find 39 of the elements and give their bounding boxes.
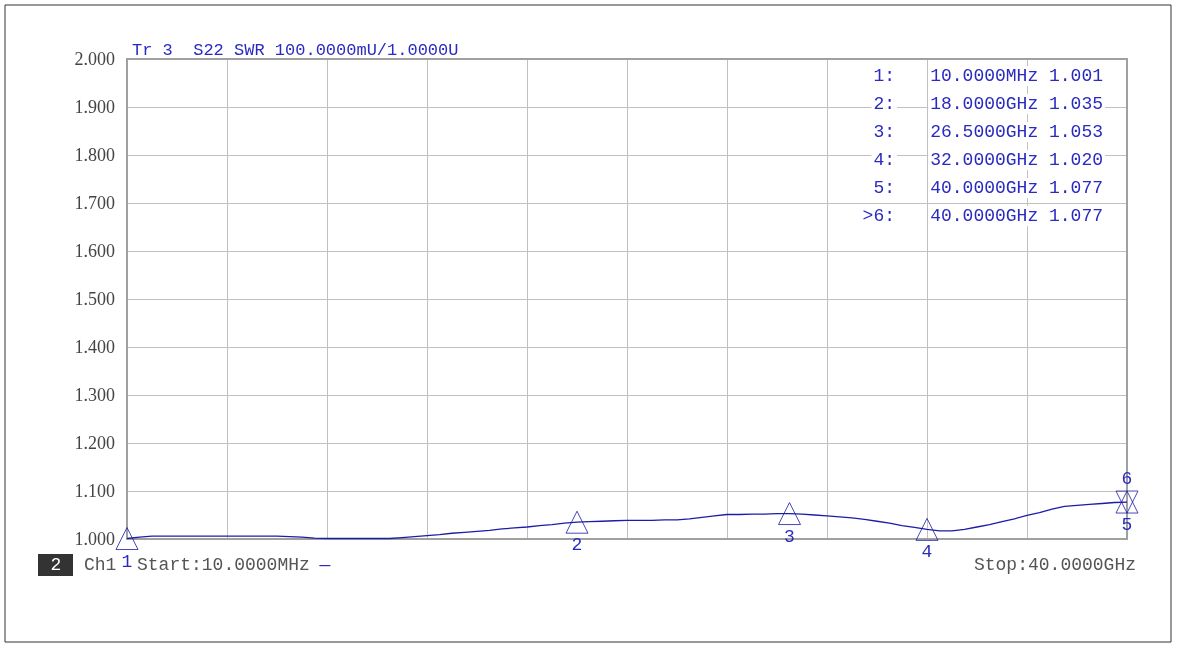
text: 1	[121, 551, 133, 572]
annotation: 3:	[873, 122, 895, 142]
text: 2	[50, 555, 62, 575]
y-tick-label: 1.400	[74, 337, 115, 357]
annotation: 18.0000GHz 1.035	[930, 94, 1103, 114]
text: 4	[921, 542, 933, 563]
annotation: 2	[571, 535, 583, 556]
y-tick-label: 1.100	[74, 481, 115, 501]
y-tick-label: 1.700	[74, 193, 115, 213]
y-tick-label: 1.800	[74, 145, 115, 165]
text: —	[318, 555, 331, 575]
annotation: 6	[1121, 469, 1133, 490]
annotation: 40.0000GHz 1.077	[930, 178, 1103, 198]
point	[565, 510, 589, 534]
point	[115, 527, 139, 551]
annotation: 1:	[873, 66, 895, 86]
annotation: 5:	[873, 178, 895, 198]
annotation: 26.5000GHz 1.053	[930, 122, 1103, 142]
text: Start:10.0000MHz	[137, 555, 310, 575]
y-tick-label: 1.000	[74, 529, 115, 549]
y-tick-label: 2.000	[74, 49, 115, 69]
annotation: >6:	[862, 206, 895, 226]
text: Ch1	[84, 555, 117, 575]
point	[915, 517, 939, 541]
annotation: 5	[1121, 515, 1133, 536]
y-tick-label: 1.500	[74, 289, 115, 309]
annotation: 10.0000MHz 1.001	[930, 66, 1103, 86]
y-tick-label: 1.900	[74, 97, 115, 117]
annotation: 2:	[873, 94, 895, 114]
annotation: 32.0000GHz 1.020	[930, 150, 1103, 170]
y-tick-label: 1.300	[74, 385, 115, 405]
y-tick-label: 1.200	[74, 433, 115, 453]
annotation: 4:	[873, 150, 895, 170]
annotation: 40.0000GHz 1.077	[930, 206, 1103, 226]
chart-title: Tr 3 S22 SWR 100.0000mU/1.0000U	[132, 41, 459, 60]
text: Stop:40.0000GHz	[973, 555, 1136, 575]
annotation: 3	[784, 526, 795, 547]
y-tick-label: 1.600	[74, 241, 115, 261]
point	[778, 502, 801, 526]
